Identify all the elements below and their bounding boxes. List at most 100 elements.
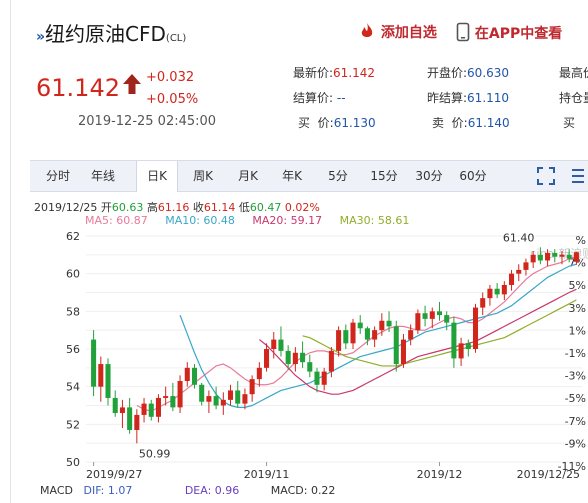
macd-legend: MACD DIF: 1.07 DEA: 0.96 MACD: 0.22 [40, 484, 336, 497]
ma30-label: MA30: 58.61 [339, 214, 410, 227]
candle-body [480, 298, 486, 308]
right-tick-label: 3% [569, 302, 586, 315]
candle-body [264, 349, 270, 368]
fullscreen-icon[interactable] [537, 167, 555, 185]
last-price: 61.142 [36, 74, 120, 102]
phone-icon [456, 22, 470, 42]
y-tick-label: 54 [66, 381, 80, 394]
candle-body [379, 320, 385, 331]
tab-5min[interactable]: 5分 [328, 169, 348, 183]
candle-body [285, 350, 291, 365]
ma-line-ma20 [258, 288, 577, 395]
candle-body [127, 407, 133, 430]
candle-body [343, 330, 349, 344]
quote-ask: 卖 价:61.140 [432, 116, 510, 130]
candle-body [242, 394, 248, 404]
candle-body [552, 252, 558, 257]
right-tick-label: 1% [569, 324, 586, 337]
candle-body [451, 322, 457, 359]
right-tick-label: -9% [565, 437, 586, 450]
candle-body [537, 254, 543, 261]
candle-body [163, 396, 169, 398]
ma-line-ma5 [136, 256, 577, 412]
tab-weekly-k[interactable]: 周K [193, 169, 213, 183]
tab-yearly-k[interactable]: 年K [282, 169, 302, 183]
quote-latest: 最新价:61.142 [293, 66, 376, 80]
instrument-name: 纽约原油CFD [45, 22, 166, 46]
candle-body [235, 390, 241, 404]
y-tick-label: 62 [66, 230, 80, 243]
page-left-border [10, 0, 11, 503]
candle-body [472, 307, 479, 349]
candle-body [494, 288, 500, 295]
candle-body [307, 362, 313, 372]
candle-body [336, 330, 342, 351]
ma-legend: MA5: 60.87 MA10: 60.48 MA20: 59.17 MA30:… [85, 214, 409, 227]
candle-body [530, 254, 536, 263]
candle-body [487, 288, 493, 299]
candle-body [458, 343, 464, 359]
quote-bid-vol: 买 [563, 116, 576, 130]
ma20-label: MA20: 59.17 [252, 214, 323, 227]
right-tick-label: 5% [569, 279, 586, 292]
candle-body [155, 397, 161, 417]
candle-body [429, 311, 435, 319]
candle-body [509, 273, 515, 285]
kline-chart: 62 60 58 56 54 52 50 % 7% 5% 3% 1% -1% -3% -5% -7% -9% -… [66, 230, 588, 481]
tab-daily-k[interactable]: 日K [136, 161, 178, 192]
right-tick-label: -11% [558, 460, 586, 473]
tab-monthly-k[interactable]: 月K [238, 169, 258, 183]
candle-body [105, 364, 111, 398]
candle-body [501, 284, 507, 295]
right-tick-label: -7% [565, 415, 586, 428]
x-tick-label: 2019/12/25 [517, 468, 580, 481]
quote-settlement: 结算价: -- [293, 91, 346, 105]
tab-30min[interactable]: 30分 [415, 169, 443, 183]
candle-body [199, 384, 205, 402]
open-in-app-button[interactable]: 在APP中查看 [456, 22, 562, 43]
add-watchlist-button[interactable]: 添加自选 [358, 22, 437, 42]
y-tick-label: 52 [66, 418, 80, 431]
right-tick-label: % [576, 234, 586, 247]
tab-15min[interactable]: 15分 [370, 169, 398, 183]
y-tick-label: 50 [66, 456, 80, 469]
candle-body [400, 339, 406, 365]
ma-line-ma30 [302, 299, 577, 367]
candle-body [545, 252, 551, 261]
settings-icon[interactable] [570, 167, 586, 185]
right-tick-label: -1% [565, 347, 586, 360]
double-arrow-icon: » [36, 29, 46, 45]
price-change-pct: +0.05% [146, 92, 199, 107]
page-title: »纽约原油CFD(CL) [36, 18, 186, 47]
ma10-label: MA10: 60.48 [165, 214, 235, 227]
candle-body [386, 320, 392, 327]
candle-body [227, 390, 234, 400]
candle-body [292, 352, 298, 365]
candle-body [523, 262, 529, 270]
tab-60min[interactable]: 60分 [459, 169, 487, 183]
candle-body [134, 414, 140, 430]
quote-bid: 买 价:61.130 [298, 116, 376, 130]
tab-year-line[interactable]: 年线 [90, 169, 115, 183]
quote-timestamp: 2019-12-25 02:45:00 [78, 114, 217, 129]
candle-body [516, 269, 522, 274]
price-change-block: +0.032 +0.05% [146, 67, 198, 111]
x-tick-label: 2019/12 [417, 468, 463, 481]
up-arrow-icon [123, 74, 141, 94]
candle-body [444, 315, 450, 323]
candle-body [278, 339, 284, 351]
y-tick-label: 58 [66, 305, 80, 318]
candle-body [177, 381, 183, 408]
x-tick-label: 2019/11 [244, 468, 290, 481]
candle-body [170, 396, 176, 408]
candle-body [364, 328, 370, 340]
candle-body [314, 371, 320, 385]
candle-body [328, 350, 334, 372]
ohlc-info: 2019/12/25 开60.63 高61.16 收61.14 低60.47 0… [34, 201, 320, 214]
tab-intraday[interactable]: 分时 [45, 169, 70, 183]
candle-body [436, 311, 443, 316]
candle-body [220, 399, 226, 406]
candle-body [184, 367, 190, 382]
candle-body [566, 254, 572, 259]
ma5-label: MA5: 60.87 [85, 214, 148, 227]
